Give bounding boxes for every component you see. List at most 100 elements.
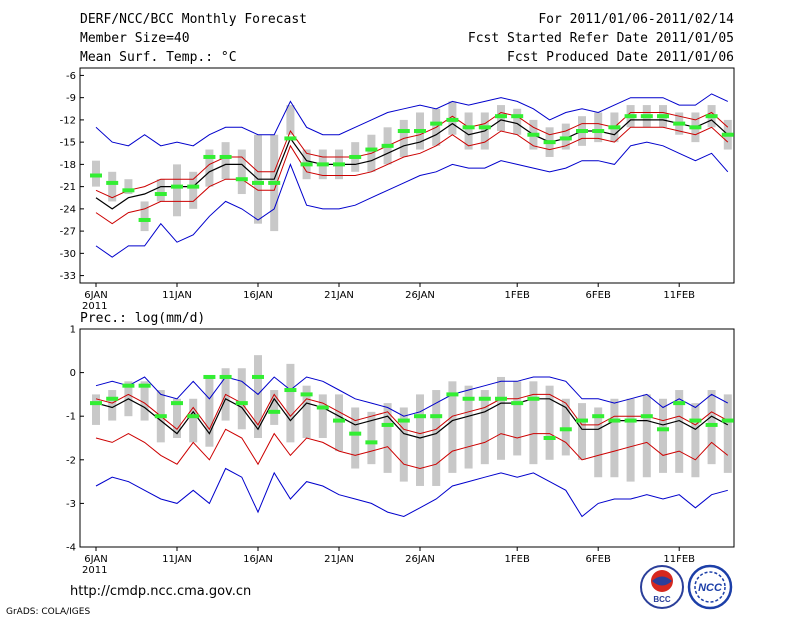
temp-forecast-mark [187,184,200,189]
temp-member-bar [205,149,214,187]
temp-forecast-mark [705,114,718,119]
prec-forecast-mark [527,396,540,401]
temp-forecast-mark [268,180,281,185]
prec-forecast-mark [462,396,475,401]
prec-ytick-label: 1 [70,325,76,336]
prec-max-member-line [95,376,729,417]
prec-member-bar [92,394,100,425]
temp-xtick-label: 16JAN [243,290,273,301]
prec-member-bar [480,390,489,465]
prec-member-bar [545,385,554,460]
prec-forecast-mark [203,374,216,379]
prec-xtick-label: 11JAN [162,554,192,565]
prec-member-bar [286,363,295,443]
temp-forecast-mark [316,162,329,167]
temp-forecast-mark [576,129,588,134]
prec-ytick-label: -3 [66,499,76,510]
prec-member-bar [513,381,522,456]
prec-xtick-label: 11FEB [663,554,695,565]
prec-forecast-mark [187,414,200,419]
prec-ytick-label: -4 [66,543,76,554]
temp-xtick-label: 21JAN [324,290,354,301]
temp-member-bar [286,105,295,135]
prec-forecast-mark [673,401,686,406]
bcc-logo-wave-icon [652,576,672,586]
temp-forecast-mark [527,132,540,137]
prec-member-bar [383,403,392,473]
prec-member-bar [237,368,246,430]
temp-forecast-mark [689,125,702,130]
temp-member-bar [464,112,473,150]
temp-ytick-label: -21 [60,182,76,193]
prec-member-bar [351,407,360,469]
prec-ytick-label: -1 [66,412,76,423]
prec-member-bar [578,403,586,460]
prec-forecast-mark [592,414,605,419]
temp-forecast-mark [446,117,459,122]
prec-member-bar [140,381,149,421]
prec-member-bar [610,398,619,478]
temperature-panel: -6 -9 -12 -15 -18 -21 -24 -27 -30 -33 6JAN 11JAN 16J… [60,71,734,312]
temp-forecast-mark [171,184,183,189]
prec-ytick-label: 0 [70,368,76,379]
forecast-period-label: For 2011/01/06-2011/02/14 [538,12,734,27]
prec-forecast-mark [495,396,507,401]
precip-panel-frame [79,328,735,548]
prec-xtick-label: 26JAN [405,554,435,565]
temp-forecast-mark [495,114,507,119]
temp-member-bar [156,179,165,202]
prec-member-bar [432,390,441,486]
prec-member-bar [642,394,651,478]
prec-min-member-line [95,467,728,518]
temp-max-member-line [95,93,729,147]
prec-forecast-mark [284,388,297,393]
temp-xtick-label: 6FEB [586,290,611,301]
temp-forecast-mark [349,154,362,159]
prec-forecast-mark [414,414,426,419]
prec-forecast-mark [624,418,637,423]
grads-credit: GrADS: COLA/IGES [6,607,90,617]
temp-xtick-label: 11FEB [663,290,695,301]
prec-forecast-mark [721,418,734,423]
temp-xtick-label: 26JAN [405,290,435,301]
prec-member-bar [594,407,603,478]
prec-member-bar [497,376,505,460]
prec-member-bar [205,376,214,447]
temp-forecast-mark [365,147,378,152]
precip-variable-label: Prec.: log(mm/d) [80,311,205,326]
temp-member-bar [140,201,149,232]
prec-forecast-mark [235,401,248,406]
temp-forecast-mark [559,136,572,141]
prec-member-bar [399,407,408,482]
temp-member-bar [189,171,198,209]
prec-member-bar [675,390,684,473]
prec-member-bar [416,394,424,486]
prec-forecast-mark [657,427,669,432]
prec-forecast-mark [478,396,491,401]
temp-forecast-mark [430,121,443,126]
prec-member-bar [270,390,279,425]
prec-member-bar [561,398,570,456]
temp-forecast-mark [219,154,232,159]
prec-member-bar [626,398,635,482]
temp-forecast-mark [106,180,119,185]
temp-member-bar [124,179,133,195]
prec-forecast-mark [576,418,588,423]
temp-forecast-mark [122,188,135,193]
temp-forecast-mark [543,140,556,145]
temp-forecast-mark [300,162,313,167]
temp-forecast-mark [608,125,621,130]
temp-ytick-label: -24 [60,204,76,215]
prec-ytick-label: -2 [66,455,76,466]
temp-forecast-mark [592,129,605,134]
prec-forecast-mark [106,396,119,401]
temp-member-bar [594,112,603,143]
ncc-logo-text: NCC [698,582,723,594]
prec-xtick-label: 6FEB [586,554,611,565]
temp-ytick-label: -18 [60,160,76,171]
prec-forecast-mark [689,418,702,423]
temp-ytick-label: -33 [60,271,76,282]
temp-upper-spread-line [95,111,729,199]
prec-forecast-mark [219,374,232,379]
